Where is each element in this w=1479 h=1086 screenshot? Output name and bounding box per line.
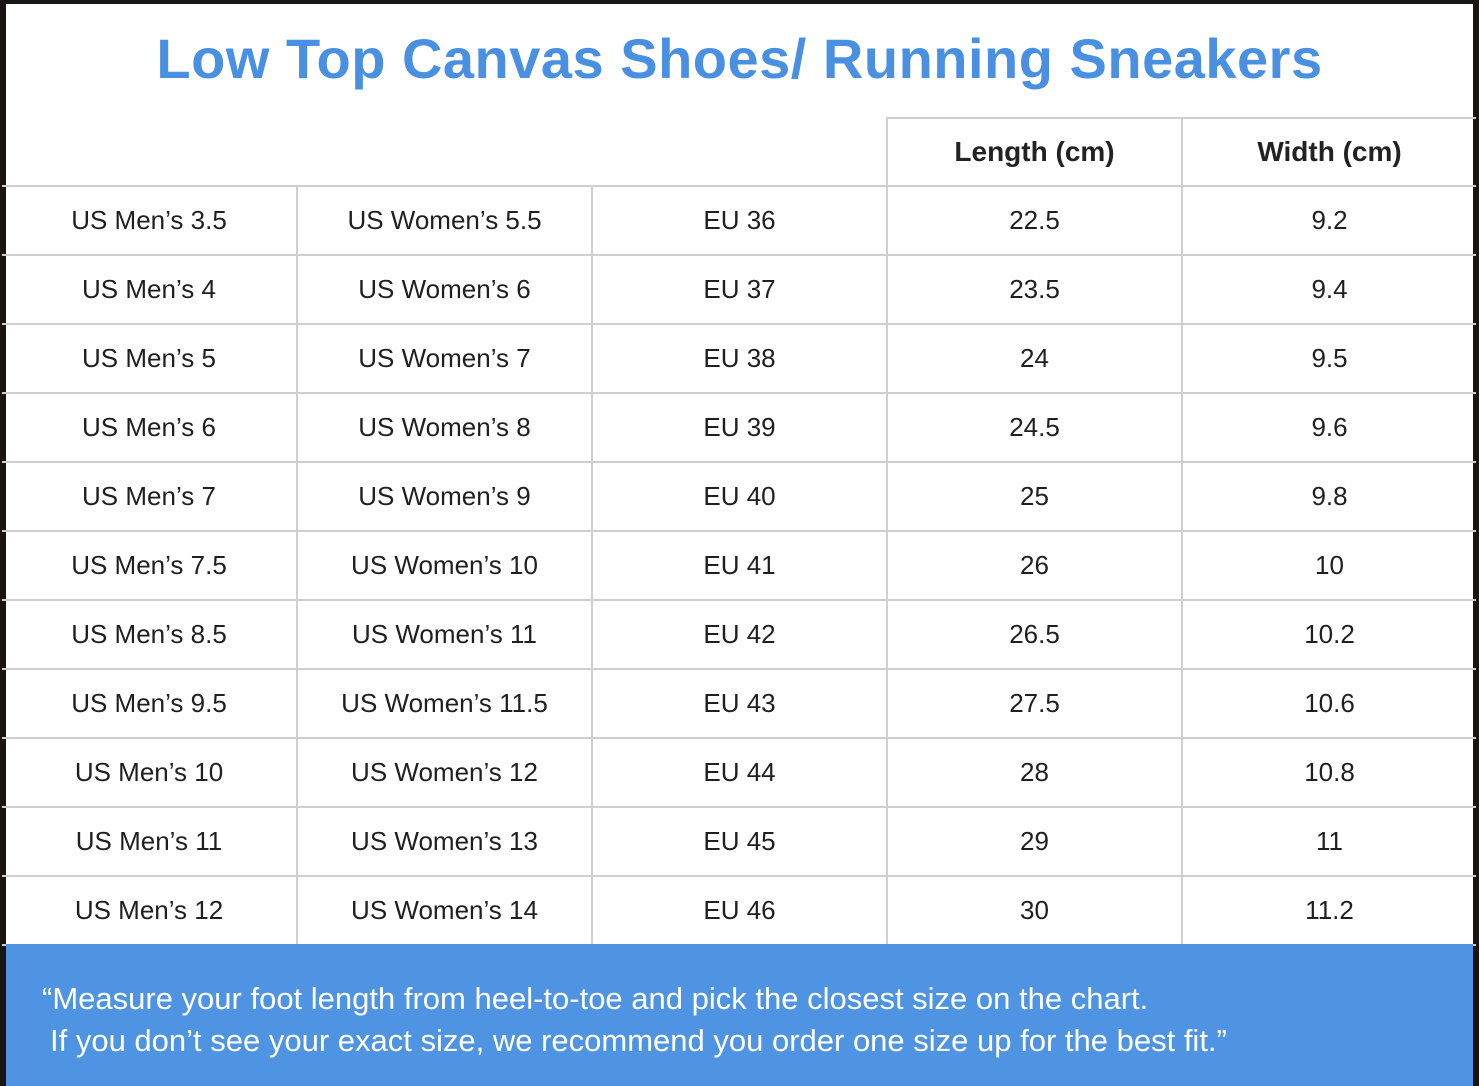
cell-us-men: US Men’s 3.5 (2, 185, 298, 256)
footer-note-line-1: “Measure your foot length from heel-to-t… (42, 981, 1149, 1016)
cell-eu: EU 37 (590, 254, 889, 325)
cell-us-women: US Women’s 5.5 (296, 185, 593, 256)
size-table: Length (cm) Width (cm) US Men’s 3.5 US W… (2, 117, 1477, 946)
cell-us-women: US Women’s 12 (296, 737, 593, 808)
cell-us-men: US Men’s 7 (2, 461, 298, 532)
cell-us-men: US Men’s 12 (2, 875, 298, 946)
cell-us-women: US Women’s 8 (296, 392, 593, 463)
cell-width: 10.6 (1181, 668, 1477, 739)
footer-note-line-2: If you don’t see your exact size, we rec… (50, 1023, 1227, 1058)
footer-note-banner: “Measure your foot length from heel-to-t… (6, 944, 1473, 1086)
cell-eu: EU 41 (590, 530, 889, 601)
cell-eu: EU 43 (590, 668, 889, 739)
cell-us-men: US Men’s 7.5 (2, 530, 298, 601)
table-row: US Men’s 8.5 US Women’s 11 EU 42 26.5 10… (2, 599, 1477, 670)
table-row: US Men’s 9.5 US Women’s 11.5 EU 43 27.5 … (2, 668, 1477, 739)
cell-length: 25 (886, 461, 1184, 532)
cell-us-women: US Women’s 9 (296, 461, 593, 532)
cell-eu: EU 38 (590, 323, 889, 394)
cell-eu: EU 44 (590, 737, 889, 808)
cell-length: 30 (886, 875, 1184, 946)
cell-eu: EU 39 (590, 392, 889, 463)
cell-us-women: US Women’s 13 (296, 806, 593, 877)
cell-us-women: US Women’s 11.5 (296, 668, 593, 739)
cell-width: 11 (1181, 806, 1477, 877)
cell-us-women: US Women’s 14 (296, 875, 593, 946)
cell-length: 26.5 (886, 599, 1184, 670)
cell-us-women: US Women’s 6 (296, 254, 593, 325)
cell-width: 9.4 (1181, 254, 1477, 325)
table-row: US Men’s 11 US Women’s 13 EU 45 29 11 (2, 806, 1477, 877)
cell-us-women: US Women’s 7 (296, 323, 593, 394)
table-row: US Men’s 3.5 US Women’s 5.5 EU 36 22.5 9… (2, 185, 1477, 256)
cell-us-men: US Men’s 9.5 (2, 668, 298, 739)
cell-width: 11.2 (1181, 875, 1477, 946)
cell-length: 27.5 (886, 668, 1184, 739)
table-row: US Men’s 12 US Women’s 14 EU 46 30 11.2 (2, 875, 1477, 946)
cell-us-men: US Men’s 11 (2, 806, 298, 877)
cell-length: 23.5 (886, 254, 1184, 325)
header-cell-length: Length (cm) (886, 117, 1184, 187)
cell-width: 9.5 (1181, 323, 1477, 394)
cell-eu: EU 40 (590, 461, 889, 532)
cell-width: 10.8 (1181, 737, 1477, 808)
cell-length: 24 (886, 323, 1184, 394)
header-cell-width: Width (cm) (1181, 117, 1477, 187)
cell-eu: EU 45 (590, 806, 889, 877)
cell-length: 22.5 (886, 185, 1184, 256)
table-row: US Men’s 5 US Women’s 7 EU 38 24 9.5 (2, 323, 1477, 394)
cell-us-men: US Men’s 10 (2, 737, 298, 808)
cell-length: 28 (886, 737, 1184, 808)
cell-length: 24.5 (886, 392, 1184, 463)
cell-length: 29 (886, 806, 1184, 877)
cell-eu: EU 42 (590, 599, 889, 670)
cell-width: 9.6 (1181, 392, 1477, 463)
table-row: US Men’s 10 US Women’s 12 EU 44 28 10.8 (2, 737, 1477, 808)
table-row: US Men’s 4 US Women’s 6 EU 37 23.5 9.4 (2, 254, 1477, 325)
cell-us-women: US Women’s 10 (296, 530, 593, 601)
cell-us-men: US Men’s 4 (2, 254, 298, 325)
cell-width: 9.8 (1181, 461, 1477, 532)
header-cell-blank (2, 118, 889, 187)
table-header-row: Length (cm) Width (cm) (2, 117, 1477, 187)
cell-eu: EU 36 (590, 185, 889, 256)
cell-length: 26 (886, 530, 1184, 601)
cell-width: 9.2 (1181, 185, 1477, 256)
cell-us-men: US Men’s 6 (2, 392, 298, 463)
cell-width: 10 (1181, 530, 1477, 601)
cell-eu: EU 46 (590, 875, 889, 946)
table-row: US Men’s 7.5 US Women’s 10 EU 41 26 10 (2, 530, 1477, 601)
cell-us-men: US Men’s 8.5 (2, 599, 298, 670)
cell-width: 10.2 (1181, 599, 1477, 670)
cell-us-women: US Women’s 11 (296, 599, 593, 670)
cell-us-men: US Men’s 5 (2, 323, 298, 394)
table-row: US Men’s 6 US Women’s 8 EU 39 24.5 9.6 (2, 392, 1477, 463)
table-row: US Men’s 7 US Women’s 9 EU 40 25 9.8 (2, 461, 1477, 532)
page-title: Low Top Canvas Shoes/ Running Sneakers (156, 27, 1323, 90)
